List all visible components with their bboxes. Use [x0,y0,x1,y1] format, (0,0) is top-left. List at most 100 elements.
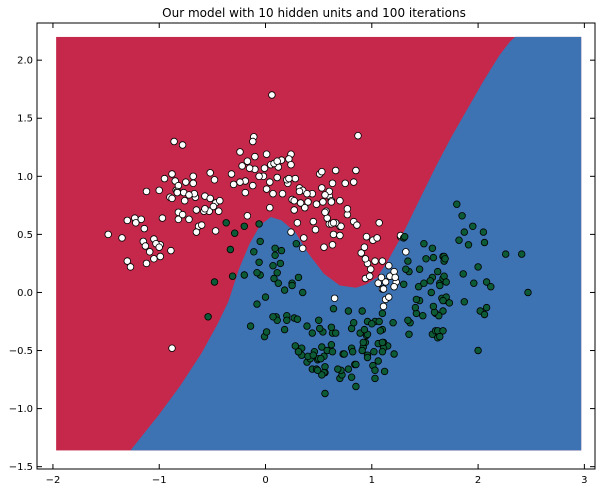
scatter-point [402,265,410,273]
scatter-point [370,348,378,356]
x-axis: −2 −1 0 1 2 3 [46,23,588,486]
scatter-point [371,257,379,265]
scatter-point [487,283,495,291]
scatter-point [236,178,244,186]
scatter-point [332,166,340,175]
scatter-point [262,150,271,158]
y-tick-label: 1.0 [17,172,33,183]
scatter-point [336,231,344,240]
scatter-point [280,325,289,334]
scatter-point [371,366,379,374]
scatter-point [293,315,302,323]
scatter-point [329,230,338,239]
scatter-point [142,259,151,268]
region-class-1 [130,36,582,451]
scatter-point [274,279,282,287]
scatter-point [441,255,449,263]
scatter-point [321,191,329,199]
scatter-point [439,327,447,335]
scatter-point [375,219,383,227]
scatter-point [327,341,336,349]
scatter-point [318,184,326,192]
scatter-point [366,272,374,280]
scatter-point [150,255,158,263]
scatter-point [415,265,424,273]
scatter-point [311,225,320,234]
scatter-point [419,312,427,320]
scatter-point [352,382,360,391]
scatter-point [349,348,357,356]
scatter-point [303,189,311,198]
scatter-point [189,172,197,180]
scatter-point [439,296,447,305]
x-tick-label: 0 [262,475,268,486]
scatter-point [318,343,326,351]
scatter-point [185,191,193,199]
scatter-point [288,281,296,290]
scatter-point [204,313,212,321]
scatter-point [460,298,468,306]
scatter-point [337,222,345,230]
scatter-point [375,317,383,326]
scatter-point [277,246,286,255]
scatter-point [173,188,181,197]
scatter-point [294,348,303,356]
scatter-point [180,196,189,205]
scatter-point [273,157,281,165]
decision-regions [56,36,582,451]
y-tick-label: 1.5 [17,114,33,125]
scatter-point [336,196,344,205]
scatter-point [319,198,327,206]
scatter-point [363,353,372,362]
scatter-point [429,302,438,311]
scatter-point [360,243,369,251]
scatter-point [294,273,303,282]
scatter-point [170,137,178,146]
scatter-point [459,270,467,278]
scatter-point [243,212,252,220]
scatter-point [343,205,352,213]
scatter-point [132,219,140,227]
scatter-point [206,169,214,177]
scatter-point [470,279,478,287]
scatter-point [210,278,219,286]
scatter-point [287,228,295,236]
scatter-point [458,212,466,220]
scatter-point [357,249,365,257]
scatter-point [320,243,328,251]
scatter-point [123,257,131,265]
scatter-point [329,219,338,227]
scatter-point [118,234,126,242]
scatter-point [291,342,299,350]
scatter-point [379,302,388,311]
scatter-point [295,187,304,196]
scatter-point [216,196,224,205]
scatter-point [328,179,337,187]
scatter-point [270,274,278,283]
scatter-point [464,241,473,249]
scatter-point [329,305,338,313]
scatter-point [271,251,279,259]
y-tick-label: 2.0 [17,56,33,67]
scatter-point [455,236,463,244]
x-tick-label: 1 [369,475,375,486]
scatter-point [226,245,235,254]
scatter-point [341,179,349,187]
scatter-point [262,328,271,336]
scatter-point [426,277,434,285]
scatter-point [201,205,209,213]
scatter-point [480,238,489,247]
scatter-point [268,91,276,99]
scatter-point [255,220,263,228]
scatter-point [255,172,263,180]
scatter-point [273,173,281,182]
scatter-point [354,131,362,140]
scatter-point [482,278,491,286]
scatter-point [241,188,249,197]
y-tick-label: −1.5 [9,462,33,473]
scatter-point [404,257,412,265]
scatter-point [299,244,307,252]
scatter-point [228,272,237,280]
scatter-point [352,166,360,175]
